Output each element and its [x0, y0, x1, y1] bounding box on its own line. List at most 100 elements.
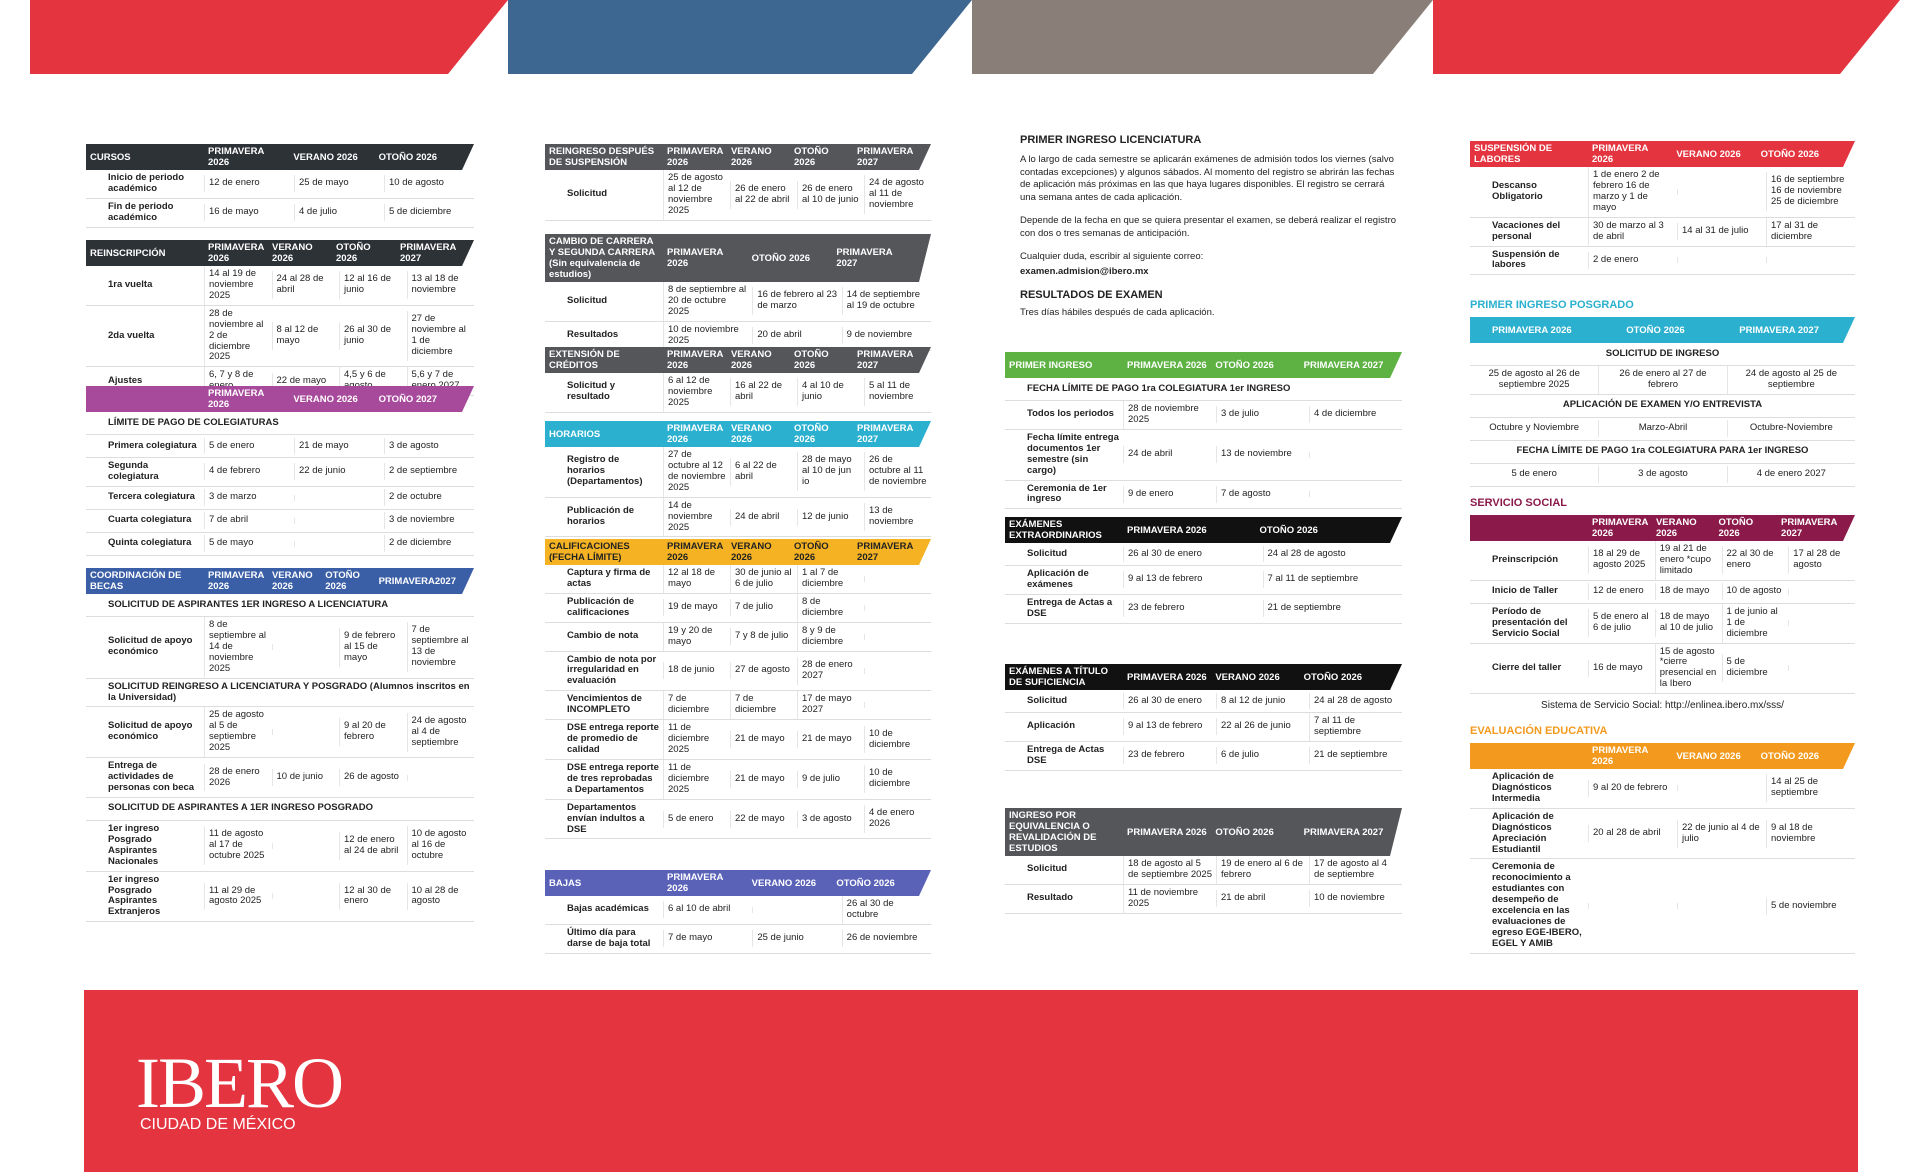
- cell: 18 de junio: [663, 662, 730, 680]
- column-header: VERANO 2026: [293, 393, 358, 405]
- section: PRIMER INGRESO PRIMAVERA 2026 OTOÑO 2026 PR…: [1005, 352, 1402, 510]
- header-bar: PRIMAVERA 2026 OTOÑO 2026 PRIMAVERA 2027: [1470, 317, 1855, 343]
- row: Vencimientos de INCOMPLETO 7 de diciembre…: [545, 691, 931, 721]
- cell: 5 de enero: [663, 810, 730, 828]
- cell: [864, 575, 931, 582]
- column-header: PRIMAVERA 2026: [1592, 517, 1648, 539]
- cell: 19 y 20 de mayo: [663, 622, 730, 651]
- row: 5 de enero 3 de agosto 4 de enero 2027: [1470, 464, 1855, 487]
- row-label: Solicitud y resultado: [567, 380, 616, 403]
- row: Aplicación 9 al 13 de febrero 22 al 26 de …: [1005, 713, 1402, 742]
- cell: 7 de abril: [204, 512, 294, 530]
- cell: 9 al 13 de febrero: [1123, 571, 1263, 589]
- cell: 5 de diciembre: [1721, 654, 1789, 683]
- column-header: PRIMAVERA 2026: [1127, 671, 1207, 683]
- column-header: OTOÑO 2026: [794, 423, 829, 445]
- header-bar: BAJAS PRIMAVERA 2026 VERANO 2026 OTOÑO 2026: [545, 870, 931, 896]
- column-header: OTOÑO 2026: [794, 146, 829, 168]
- cell: 22 de junio: [294, 463, 384, 481]
- cell: [864, 702, 931, 709]
- cell: 21 de mayo: [294, 437, 384, 455]
- cell: 28 de noviembre al 2 de diciembre 2025: [204, 305, 272, 367]
- header-bar: PRIMAVERA 2026 VERANO 2026 OTOÑO 2026 PRIMA…: [1470, 515, 1855, 541]
- row: Solicitud 26 al 30 de enero 8 al 12 de jun…: [1005, 690, 1402, 713]
- cell: 18 al 29 de agosto 2025: [1588, 546, 1655, 575]
- row-heading-text: LÍMITE DE PAGO DE COLEGIATURAS: [108, 416, 279, 428]
- cell: 26 al 30 de enero: [1123, 692, 1216, 710]
- cell: [864, 604, 931, 611]
- cell: 4 al 10 de junio: [797, 378, 864, 407]
- row: Primera colegiatura 5 de enero 21 de mayo 3…: [86, 435, 474, 458]
- row-label: Fin de periodo académico: [108, 200, 174, 223]
- row-label: Cierre del taller: [1492, 661, 1562, 673]
- row: Departamentos envían indultos a DSE 5 de …: [545, 800, 931, 840]
- row-label: Aplicación de exámenes: [1027, 568, 1089, 590]
- cell: [864, 633, 931, 640]
- cell: 18 de mayo: [1654, 583, 1722, 601]
- cell: 7 de agosto: [1216, 485, 1309, 503]
- cell: 7 de septiembre al 13 de noviembre: [406, 622, 475, 673]
- cell: 6 de julio: [1216, 747, 1309, 765]
- row: 1ra vuelta 14 al 19 de noviembre 2025 24 a…: [86, 266, 474, 306]
- cell: 27 de agosto: [730, 662, 797, 680]
- column-header: VERANO 2026: [1655, 517, 1697, 539]
- cell: 23 de febrero: [1123, 600, 1263, 618]
- row-label: Período de presentación del Servicio Soc…: [1492, 605, 1568, 639]
- section: COORDINACIÓN DE BECAS PRIMAVERA 2026 VERAN…: [86, 568, 475, 923]
- cell: [294, 494, 384, 501]
- header-bar: EXTENSIÓN DE CRÉDITOS PRIMAVERA 2026 VERAN…: [545, 347, 931, 373]
- row-label: Vencimientos de INCOMPLETO: [567, 693, 642, 716]
- row-heading-text: FECHA LÍMITE DE PAGO 1ra COLEGIATURA 1er…: [1027, 382, 1291, 394]
- cell: 24 al 28 de abril: [271, 271, 340, 300]
- cell: 10 de noviembre 2025: [663, 321, 752, 350]
- section: EVALUACIÓN EDUCATIVA PRIMAVERA 2026 VERANO…: [1470, 725, 1855, 954]
- header-bar: EXÁMENES A TÍTULO DE SUFICIENCIA PRIMAVER…: [1005, 664, 1402, 690]
- cell: 8 de septiembre al 20 de octubre 2025: [663, 282, 752, 321]
- row: DSE entrega reporte de promedio de calid…: [545, 720, 931, 760]
- row: Inicio de Taller 12 de enero 18 de mayo 10 …: [1470, 581, 1855, 604]
- cell: [1788, 620, 1855, 627]
- cell: 12 al 16 de junio: [339, 271, 407, 300]
- row: Ceremonia de reconocimiento a estudiante…: [1470, 859, 1855, 954]
- cell: 24 de agosto al 4 de septiembre: [406, 712, 475, 752]
- cell: 21 de mayo: [730, 731, 797, 748]
- row-heading-text: SOLICITUD REINGRESO A LICENCIATURA Y POS…: [108, 680, 470, 703]
- cell: 3 de agosto: [384, 437, 474, 455]
- column-header: PRIMAVERA 2027: [1739, 324, 1820, 336]
- cell: 16 al 22 de abril: [730, 378, 797, 407]
- row-label: Registro de horarios (Departamentos): [567, 454, 643, 488]
- row-label: Publicación de horarios: [567, 505, 635, 528]
- section-title: HORARIOS: [549, 428, 601, 440]
- column-header: PRIMAVERA 2027: [857, 349, 913, 371]
- cell: 26 de enero al 22 de abril: [730, 180, 797, 209]
- cell: [1766, 257, 1855, 264]
- cell: 9 al 18 de noviembre: [1766, 819, 1855, 848]
- cell: 10 de agosto: [384, 175, 474, 193]
- section: EXÁMENES A TÍTULO DE SUFICIENCIA PRIMAVER…: [1005, 664, 1402, 771]
- section: BAJAS PRIMAVERA 2026 VERANO 2026 OTOÑO 2026…: [545, 870, 931, 954]
- cell: 28 de enero 2027: [797, 656, 864, 685]
- column-header: PRIMAVERA 2026: [208, 388, 264, 410]
- row: Solicitud 26 al 30 de enero 24 al 28 de ag…: [1005, 543, 1402, 566]
- column-header: PRIMAVERA 2026: [1592, 143, 1648, 165]
- row: Captura y firma de actas 12 al 18 de mayo…: [545, 565, 931, 594]
- cell: 7 al 11 de septiembre: [1262, 571, 1403, 589]
- cell: 25 de agosto al 12 de noviembre 2025: [663, 170, 730, 220]
- row: Quinta colegiatura 5 de mayo 2 de diciembr…: [86, 533, 474, 556]
- row-label: Suspensión de labores: [1492, 248, 1560, 271]
- column-header: PRIMAVERA 2026: [1127, 524, 1207, 536]
- row-heading: SOLICITUD DE INGRESO: [1470, 343, 1855, 366]
- row: Período de presentación del Servicio Soc…: [1470, 603, 1855, 644]
- column-header: VERANO 2026: [730, 146, 772, 168]
- row-label: Aplicación de Diagnósticos Apreciación E…: [1492, 810, 1554, 855]
- cell: 17 al 31 de diciembre: [1766, 217, 1855, 246]
- cell: [1309, 451, 1402, 458]
- cell: 8 de diciembre: [797, 593, 864, 622]
- row-label: Entrega de Actas a DSE: [1027, 596, 1113, 619]
- cell: 3 de noviembre: [384, 512, 474, 530]
- cell: [271, 729, 340, 736]
- cell: 12 de enero: [1588, 583, 1655, 601]
- header-bar: CURSOS PRIMAVERA 2026 VERANO 2026 OTOÑO 202…: [86, 144, 474, 170]
- row-label: Cambio de nota: [567, 630, 639, 642]
